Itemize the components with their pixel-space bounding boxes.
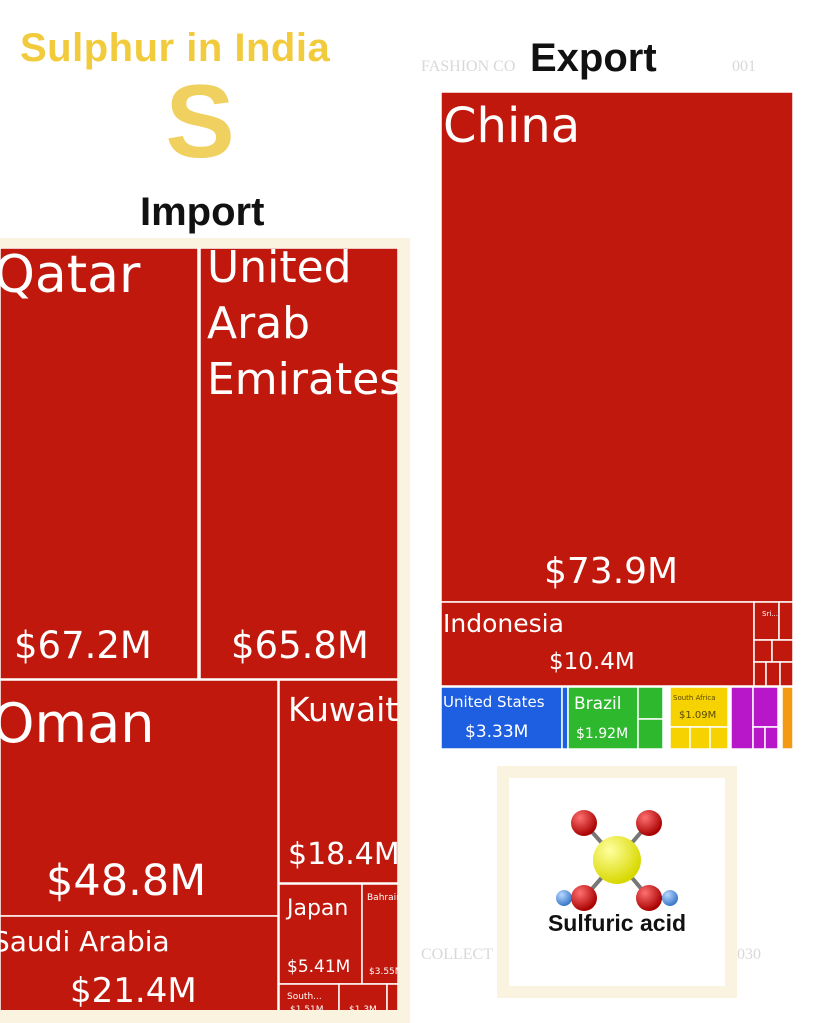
value-oman: $48.8M <box>46 856 206 906</box>
treemap-tile-indonesia[interactable] <box>441 601 755 687</box>
label-qatar: Qatar <box>0 248 141 305</box>
treemap-tile-green-2[interactable] <box>637 718 664 750</box>
import-heading: Import <box>140 190 265 234</box>
hydrogen-atom-right <box>662 890 678 906</box>
label-saudi-arabia: Saudi Arabia <box>0 925 170 958</box>
value-bahrain: $3.55M <box>369 967 400 977</box>
treemap-tile-blue-minor[interactable] <box>561 686 569 750</box>
element-symbol: S <box>165 64 235 180</box>
watermark-bottom-right: 030 <box>737 946 761 963</box>
value-south: $1.51M <box>290 1005 324 1013</box>
treemap-tile-united-states[interactable] <box>441 686 563 750</box>
treemap-tile-yellow-2[interactable] <box>689 726 711 750</box>
label-brazil: Brazil <box>574 694 621 714</box>
hydrogen-atom-left <box>556 890 572 906</box>
page-title: Sulphur in India <box>20 26 331 70</box>
label-sri: Sri... <box>762 610 778 618</box>
treemap-tile-minor-4[interactable] <box>753 661 767 687</box>
treemap-tile-minor-1[interactable] <box>778 601 794 641</box>
value-brazil: $1.92M <box>576 726 628 742</box>
treemap-tile-green-1[interactable] <box>637 686 664 720</box>
export-heading: Export <box>530 36 657 80</box>
treemap-tile-tiny[interactable] <box>386 983 398 1013</box>
value-uae: $65.8M <box>231 624 369 667</box>
treemap-tile-sri[interactable] <box>753 601 780 641</box>
treemap-tile-minor-6[interactable] <box>779 661 794 687</box>
treemap-tile-qatar[interactable] <box>0 248 199 680</box>
value-china: $73.9M <box>544 551 678 592</box>
label-uae-line1: United <box>207 248 352 293</box>
label-indonesia: Indonesia <box>443 609 564 638</box>
label-south: South... <box>287 992 322 1002</box>
treemap-tile-kuwait[interactable] <box>278 679 398 884</box>
watermark-top-left: FASHION CO <box>421 58 516 75</box>
label-japan: Japan <box>285 896 348 921</box>
value-japan: $5.41M <box>287 957 350 977</box>
label-china: China <box>443 98 580 154</box>
value-kuwait: $18.4M <box>288 837 400 872</box>
treemap-tile-orange[interactable] <box>781 686 794 750</box>
sulfuric-acid-molecule-icon <box>556 810 678 911</box>
oxygen-atom-top-left <box>571 810 597 836</box>
value-small: $1.3M <box>349 1005 377 1013</box>
watermark-top-right: 001 <box>732 58 756 75</box>
label-uae-line3: Emirates <box>207 354 400 405</box>
watermark-bottom-left: COLLECT <box>421 946 493 963</box>
sulfur-atom <box>593 836 641 884</box>
treemap-tile-yellow-3[interactable] <box>709 726 729 750</box>
value-indonesia: $10.4M <box>549 649 635 675</box>
label-uae: United Arab Emirates <box>207 248 400 405</box>
treemap-tile-minor-3[interactable] <box>771 639 794 663</box>
treemap-tile-purple-2[interactable] <box>752 686 779 728</box>
label-uae-line2: Arab <box>207 298 310 349</box>
treemap-tile-purple-4[interactable] <box>764 726 779 750</box>
molecule-label: Sulfuric acid <box>547 910 687 936</box>
label-south-africa: South Africa <box>673 694 716 702</box>
oxygen-atom-bottom-left <box>571 885 597 911</box>
label-oman: Oman <box>0 692 154 755</box>
treemap-tile-yellow-1[interactable] <box>669 726 691 750</box>
oxygen-atom-top-right <box>636 810 662 836</box>
value-united-states: $3.33M <box>465 722 528 742</box>
treemap-tile-purple-3[interactable] <box>752 726 766 750</box>
treemap-tile-saudi-arabia[interactable] <box>0 915 279 1013</box>
treemap-tile-minor-5[interactable] <box>765 661 781 687</box>
import-treemap: Qatar $67.2M United Arab Emirates $65.8M… <box>0 248 400 1013</box>
treemap-tile-south[interactable] <box>278 983 340 1013</box>
label-united-states: United States <box>443 693 545 711</box>
label-kuwait: Kuwait <box>288 690 398 729</box>
label-bahrain: Bahrain <box>367 893 400 903</box>
value-saudi-arabia: $21.4M <box>70 971 197 1011</box>
export-treemap: China $73.9M Indonesia $10.4M Sri... Uni… <box>441 92 794 750</box>
treemap-tile-south-africa[interactable] <box>669 686 729 728</box>
treemap-tile-purple-1[interactable] <box>730 686 754 750</box>
treemap-tile-minor-2[interactable] <box>753 639 773 663</box>
treemap-tile-japan[interactable] <box>278 883 363 985</box>
value-south-africa: $1.09M <box>679 710 716 721</box>
value-qatar: $67.2M <box>14 624 152 667</box>
oxygen-atom-bottom-right <box>636 885 662 911</box>
treemap-tile-united-arab-emirates[interactable] <box>199 248 398 680</box>
treemap-tile-china[interactable] <box>441 92 794 603</box>
